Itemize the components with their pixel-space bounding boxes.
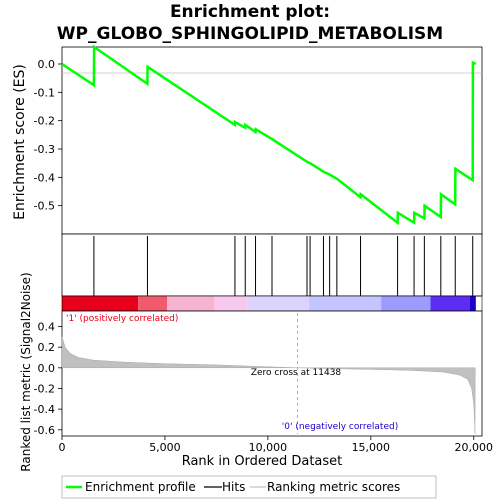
chart-legend: Enrichment profile Hits Ranking metric s… [61, 475, 437, 499]
metric-tick-label: 0.2 [38, 341, 56, 354]
legend-enrichment-profile: Enrichment profile [85, 480, 196, 494]
enrichment-score-panel: 0.0 -0.1 -0.2 -0.3 -0.4 -0.5 [34, 44, 483, 235]
heatmap-segment [430, 296, 470, 311]
metric-tick-label: -0.2 [34, 382, 55, 395]
x-tick-label: 0 [59, 441, 66, 454]
negative-correlated-label: '0' (negatively correlated) [282, 422, 398, 432]
heatmap-segment [138, 296, 167, 311]
es-tick-label: -0.3 [34, 143, 55, 156]
zero-cross-label: Zero cross at 11438 [251, 368, 342, 378]
heatmap-segment [381, 296, 431, 311]
x-tick-label: 15,000 [352, 441, 391, 454]
legend-hits: Hits [222, 480, 245, 494]
metric-tick-label: -0.4 [34, 403, 55, 416]
positive-correlated-label: '1' (positively correlated) [66, 314, 178, 324]
ranking-metric-area [61, 336, 476, 434]
metric-y-axis-label: Ranked list metric (Signal2Noise) [19, 272, 33, 471]
x-axis-label: Rank in Ordered Dataset [182, 454, 343, 469]
es-y-axis-label: Enrichment score (ES) [12, 64, 28, 220]
es-tick-label: -0.4 [34, 171, 55, 184]
metric-tick-label: 0.0 [38, 362, 56, 375]
heatmap-segment [469, 296, 476, 311]
hits-panel [61, 233, 483, 297]
legend-box [61, 475, 437, 499]
es-tick-label: 0.0 [38, 58, 56, 71]
metric-tick-label: -0.6 [34, 424, 55, 437]
x-tick-label: 5,000 [149, 441, 181, 454]
ranked-metric-panel: 0.4 0.2 0.0 -0.2 -0.4 -0.6 0 5,000 10,000 15,000… [34, 310, 494, 454]
es-tick-label: -0.5 [34, 200, 55, 213]
ranking-heatmap-bar [61, 295, 483, 312]
heatmap-segment [247, 296, 310, 311]
legend-ranking-metric: Ranking metric scores [267, 480, 400, 494]
heatmap-segment [62, 296, 139, 311]
x-tick-label: 20,000 [455, 441, 494, 454]
enrichment-profile-line [61, 44, 477, 226]
es-tick-label: -0.1 [34, 86, 55, 99]
metric-plot-frame [61, 310, 483, 437]
metric-tick-label: 0.4 [38, 320, 56, 333]
x-tick-label: 10,000 [249, 441, 288, 454]
es-tick-label: -0.2 [34, 115, 55, 128]
heatmap-segment [167, 296, 215, 311]
chart-title-line2: WP_GLOBO_SPHINGOLIPID_METABOLISM [57, 24, 443, 44]
chart-title-line1: Enrichment plot: [170, 2, 330, 22]
heatmap-segment [214, 296, 248, 311]
heatmap-segment [309, 296, 382, 311]
